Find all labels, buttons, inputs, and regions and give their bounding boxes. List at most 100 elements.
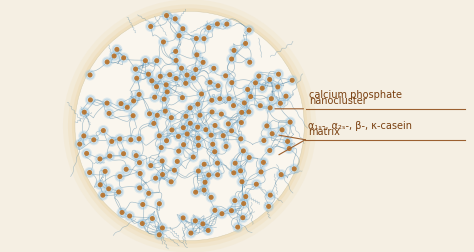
Circle shape: [183, 130, 191, 138]
Circle shape: [212, 149, 217, 154]
Circle shape: [239, 97, 250, 108]
Circle shape: [177, 64, 185, 72]
Circle shape: [254, 182, 259, 187]
Text: α₁ₛ-, α₂ₛ-, β-, κ-casein: α₁ₛ-, α₂ₛ-, β-, κ-casein: [308, 121, 412, 131]
Circle shape: [275, 84, 280, 89]
Circle shape: [188, 151, 199, 163]
Circle shape: [155, 200, 164, 208]
Circle shape: [288, 120, 292, 125]
Circle shape: [266, 191, 274, 199]
Circle shape: [173, 58, 179, 63]
Circle shape: [273, 69, 284, 80]
Circle shape: [210, 120, 220, 131]
Circle shape: [188, 231, 193, 236]
Circle shape: [243, 194, 248, 199]
Circle shape: [240, 200, 248, 208]
Circle shape: [193, 51, 201, 59]
Circle shape: [200, 35, 208, 43]
Circle shape: [159, 93, 170, 105]
Circle shape: [193, 140, 204, 151]
Circle shape: [79, 107, 90, 118]
Circle shape: [292, 166, 297, 171]
Circle shape: [194, 52, 200, 57]
Circle shape: [226, 77, 237, 88]
Circle shape: [242, 39, 250, 47]
Circle shape: [261, 120, 273, 132]
Circle shape: [200, 177, 210, 188]
Circle shape: [124, 210, 135, 222]
Circle shape: [158, 74, 163, 79]
Circle shape: [259, 158, 267, 166]
Circle shape: [224, 22, 229, 27]
Circle shape: [139, 200, 147, 208]
Circle shape: [181, 142, 186, 147]
Circle shape: [266, 204, 271, 209]
Circle shape: [276, 99, 284, 107]
Circle shape: [191, 49, 202, 60]
Circle shape: [245, 108, 253, 116]
Circle shape: [195, 102, 201, 107]
Circle shape: [175, 147, 183, 155]
Circle shape: [169, 115, 174, 120]
Circle shape: [172, 56, 180, 65]
Circle shape: [191, 76, 196, 81]
Circle shape: [86, 96, 94, 104]
Circle shape: [185, 118, 196, 129]
Circle shape: [127, 136, 135, 144]
Circle shape: [164, 82, 169, 87]
Circle shape: [233, 161, 237, 166]
Circle shape: [274, 83, 282, 91]
Circle shape: [106, 186, 111, 191]
Circle shape: [208, 108, 216, 116]
Circle shape: [192, 35, 201, 43]
Circle shape: [144, 108, 155, 119]
Circle shape: [114, 171, 126, 182]
Circle shape: [128, 95, 139, 106]
Circle shape: [156, 72, 164, 80]
Circle shape: [277, 171, 285, 179]
Circle shape: [223, 73, 228, 78]
Circle shape: [180, 26, 185, 31]
Circle shape: [161, 39, 166, 44]
Circle shape: [244, 24, 255, 36]
Circle shape: [154, 229, 165, 240]
Text: calcium phosphate: calcium phosphate: [309, 90, 402, 100]
Circle shape: [123, 103, 131, 111]
Circle shape: [82, 110, 87, 115]
Circle shape: [157, 232, 162, 237]
Circle shape: [209, 146, 220, 157]
Circle shape: [186, 119, 194, 127]
Circle shape: [167, 72, 172, 77]
Circle shape: [209, 140, 217, 148]
Circle shape: [111, 44, 122, 55]
Circle shape: [239, 110, 244, 115]
Circle shape: [211, 206, 219, 214]
Circle shape: [105, 101, 109, 106]
Circle shape: [179, 124, 187, 132]
Circle shape: [147, 111, 152, 116]
Circle shape: [153, 57, 161, 65]
Circle shape: [193, 166, 204, 177]
Circle shape: [221, 133, 226, 138]
Circle shape: [88, 134, 100, 145]
Circle shape: [161, 107, 169, 115]
Circle shape: [253, 80, 258, 85]
Circle shape: [173, 16, 178, 21]
Circle shape: [161, 10, 172, 21]
Circle shape: [160, 106, 171, 117]
Circle shape: [237, 167, 245, 175]
Circle shape: [125, 134, 137, 145]
Circle shape: [205, 171, 213, 179]
Circle shape: [201, 221, 205, 226]
Circle shape: [242, 100, 247, 105]
Circle shape: [151, 81, 162, 92]
Circle shape: [229, 102, 237, 110]
Circle shape: [201, 178, 209, 186]
Circle shape: [197, 218, 209, 229]
Circle shape: [224, 120, 232, 128]
Circle shape: [185, 132, 190, 137]
Circle shape: [151, 121, 156, 126]
Circle shape: [188, 73, 199, 84]
Circle shape: [245, 87, 250, 92]
Circle shape: [188, 121, 193, 126]
